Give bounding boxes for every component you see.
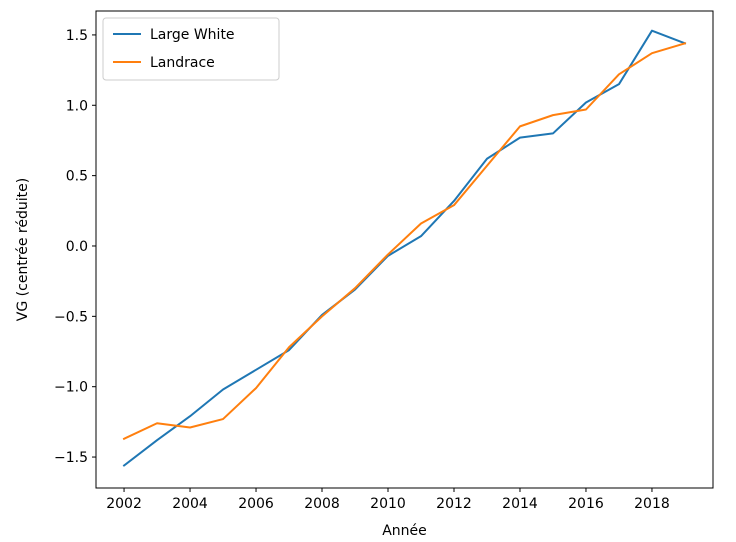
x-tick-label: 2014	[502, 496, 538, 512]
series-line-large-white	[122, 29, 687, 467]
legend-label-landrace: Landrace	[150, 55, 215, 71]
y-axis-ticks: −1.5 −1.0 −0.5 0.0 0.5 1.0 1.5	[54, 28, 96, 466]
plot-frame	[95, 10, 714, 489]
x-tick-label: 2008	[304, 496, 340, 512]
y-tick-label: 0.5	[66, 169, 88, 185]
x-tick-label: 2004	[172, 496, 208, 512]
series-line-landrace	[122, 42, 687, 441]
y-tick-label: −0.5	[54, 309, 88, 325]
x-axis-label: Année	[382, 523, 427, 539]
y-tick-label: −1.5	[54, 450, 88, 466]
y-axis-label: VG (centrée réduite)	[15, 178, 31, 321]
x-tick-label: 2016	[568, 496, 604, 512]
x-axis-ticks: 2002 2004 2006 2008 2010 2012 2014 2016 2018	[106, 488, 670, 512]
y-tick-label: −1.0	[54, 380, 88, 396]
series-lines	[122, 29, 687, 467]
x-tick-label: 2002	[106, 496, 142, 512]
x-tick-label: 2010	[370, 496, 406, 512]
legend: Large White Landrace	[102, 17, 280, 81]
x-tick-label: 2018	[634, 496, 670, 512]
legend-box	[102, 17, 280, 81]
legend-label-large-white: Large White	[150, 27, 235, 43]
y-tick-label: 0.0	[66, 239, 88, 255]
y-tick-label: 1.5	[66, 28, 88, 44]
x-tick-label: 2006	[238, 496, 274, 512]
x-tick-label: 2012	[436, 496, 472, 512]
y-tick-label: 1.0	[66, 98, 88, 114]
